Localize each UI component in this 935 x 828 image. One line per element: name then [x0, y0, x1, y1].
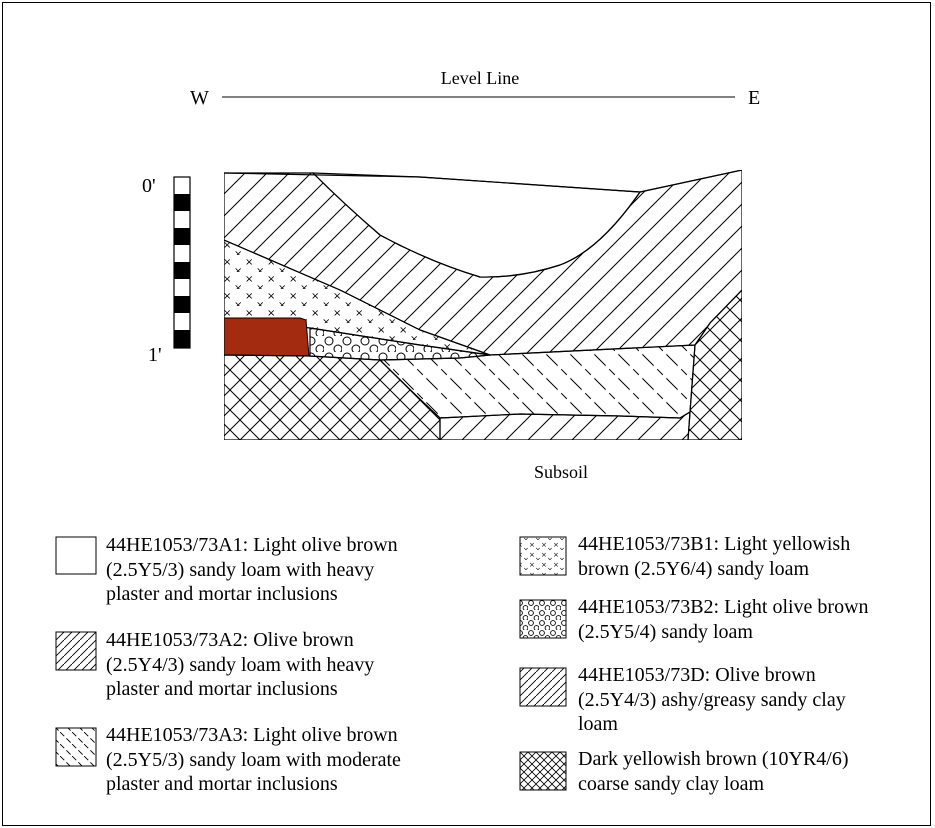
- brick-feature: [224, 317, 310, 357]
- legend-swatch-b1: [519, 536, 567, 576]
- legend-swatch-d: [519, 667, 567, 707]
- subsoil-right: [687, 289, 742, 440]
- legend-swatch-a3: [55, 727, 97, 767]
- legend-text-a1: 44HE1053/73A1: Light olive brown (2.5Y5/…: [106, 534, 398, 605]
- legend-text-b2: 44HE1053/73B2: Light olive brown (2.5Y5/…: [578, 596, 869, 643]
- legend-text-a2: 44HE1053/73A2: Olive brown (2.5Y4/3) san…: [106, 629, 375, 700]
- scale-bottom-label: 1': [148, 344, 162, 366]
- layer-d: [439, 410, 691, 440]
- legend-text-subsoil: Dark yellowish brown (10YR4/6) coarse sa…: [578, 748, 849, 795]
- level-line: Level Line W E: [190, 68, 760, 109]
- scale-bar: 0' 1': [142, 175, 191, 366]
- level-line-label: Level Line: [441, 68, 519, 88]
- subsoil-label: Subsoil: [534, 462, 588, 482]
- scale-top-label: 0': [142, 175, 156, 197]
- legend-swatch-subsoil: [519, 751, 567, 791]
- legend-text-b1: 44HE1053/73B1: Light yellowish brown (2.…: [578, 533, 851, 580]
- legend-swatch-a1: [55, 536, 97, 575]
- legend-text-d: 44HE1053/73D: Olive brown (2.5Y4/3) ashy…: [578, 664, 846, 735]
- legend-swatch-b2: [519, 599, 567, 639]
- legend-swatches: [55, 536, 567, 791]
- legend-swatch-a2: [55, 631, 97, 671]
- legend-text-a3: 44HE1053/73A3: Light olive brown (2.5Y5/…: [106, 724, 401, 795]
- east-label: E: [748, 87, 760, 109]
- soil-profile: [224, 170, 742, 440]
- subsoil-left: [224, 354, 441, 440]
- west-label: W: [190, 87, 209, 109]
